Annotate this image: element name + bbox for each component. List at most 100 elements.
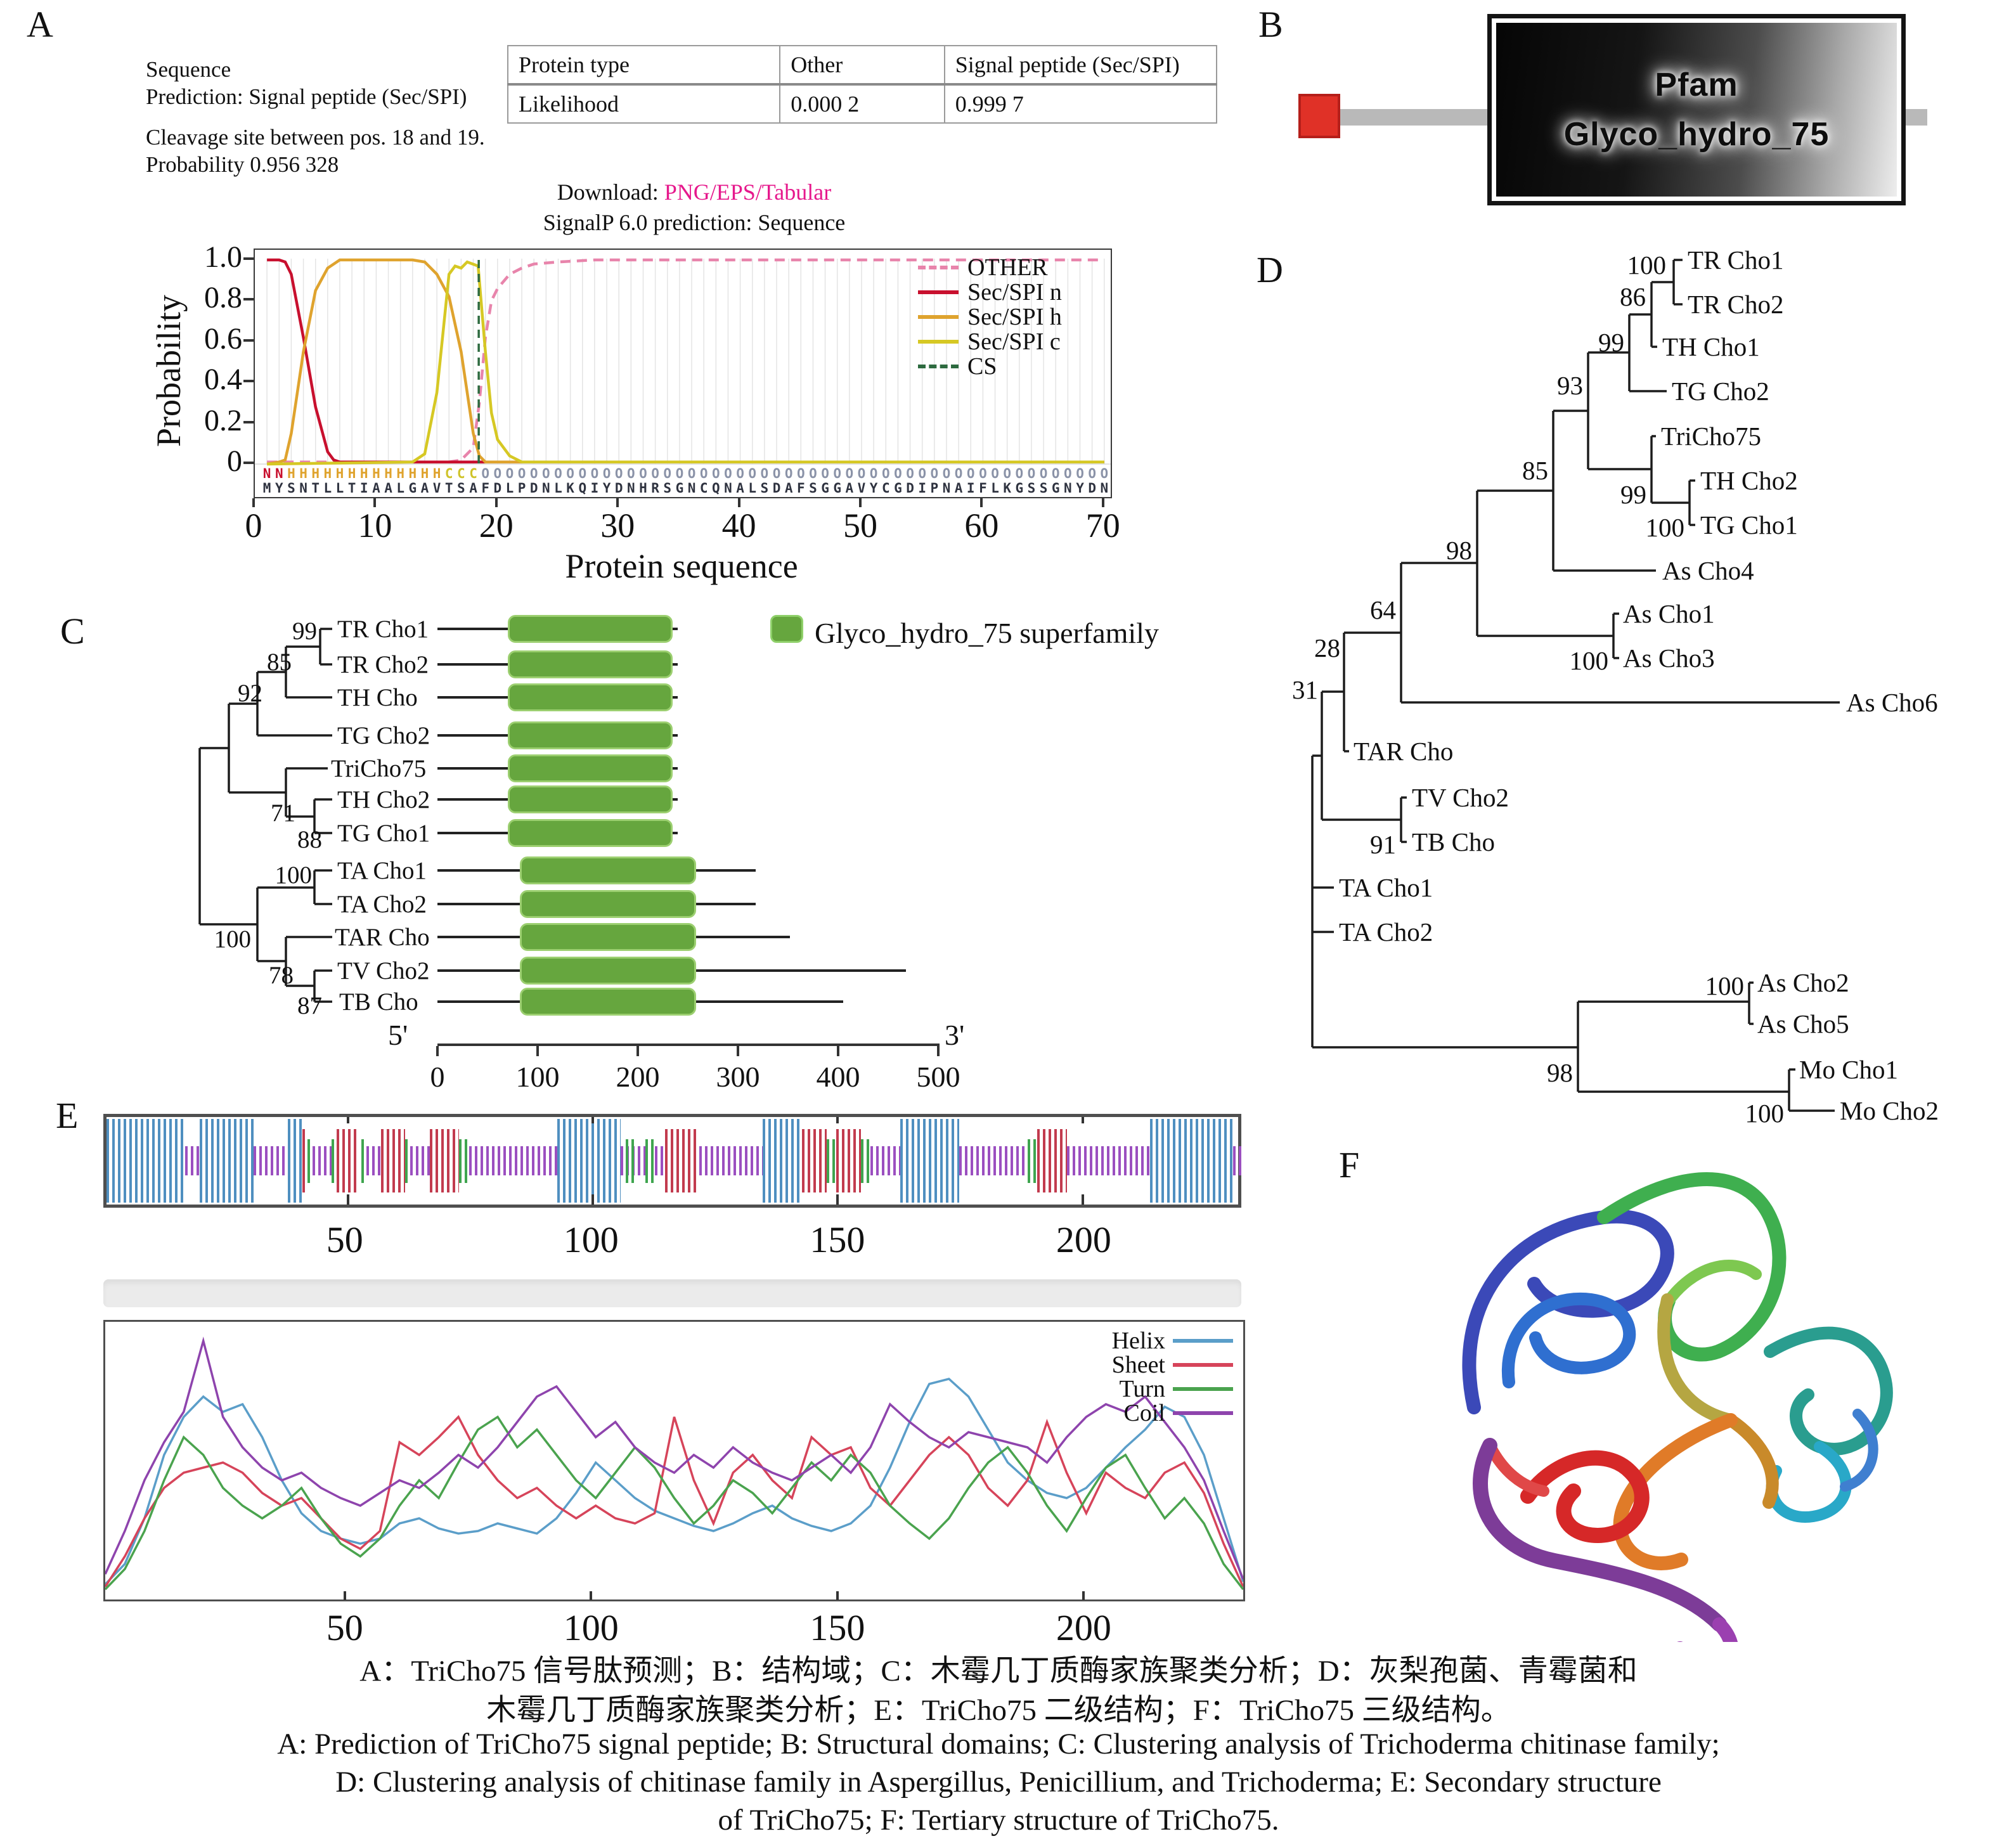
coil-segment: [410, 1146, 430, 1176]
e-plot-tick: 100: [563, 1607, 619, 1648]
d-taxon: Mo Cho1: [1799, 1055, 1898, 1084]
svg-text:O: O: [506, 466, 514, 481]
svg-text:O: O: [858, 466, 866, 481]
a-x-tick: 20: [479, 507, 514, 545]
c-axis-tick: 100: [515, 1061, 560, 1093]
a-legend-swatch: [918, 339, 959, 344]
svg-text:S: S: [1040, 481, 1048, 496]
a-x-tickmark: [859, 498, 862, 507]
svg-text:Y: Y: [603, 481, 611, 496]
svg-text:L: L: [554, 481, 562, 496]
svg-text:O: O: [566, 466, 574, 481]
e-legend-label: Helix: [1111, 1328, 1165, 1354]
svg-text:O: O: [846, 466, 854, 481]
svg-text:H: H: [336, 466, 344, 481]
d-bootstrap: 98: [1547, 1058, 1573, 1087]
d-bootstrap: 93: [1557, 371, 1583, 400]
turn-segment: [826, 1139, 837, 1183]
a-x-tick: 10: [358, 507, 392, 545]
series-Sec/SPI c: [267, 260, 1104, 466]
svg-text:O: O: [955, 466, 963, 481]
coil-segment: [312, 1146, 332, 1176]
svg-text:O: O: [748, 466, 756, 481]
helix-segment: [199, 1118, 254, 1203]
sheet-segment: [380, 1129, 406, 1192]
svg-text:O: O: [712, 466, 720, 481]
svg-text:V: V: [433, 481, 441, 496]
c-bootstrap: 78: [269, 962, 294, 989]
c-axis-tickmark: [637, 1046, 639, 1056]
panel-e-label: E: [56, 1095, 79, 1136]
table-header-signal-peptide: Signal peptide (Sec/SPI): [943, 45, 1218, 86]
svg-text:O: O: [1015, 466, 1023, 481]
e-plot-legend: Helix Sheet Turn Coil: [1043, 1328, 1233, 1426]
series-Coil: [104, 1336, 1244, 1580]
d-bootstrap: 86: [1620, 282, 1646, 311]
svg-text:O: O: [870, 466, 878, 481]
c-domain-box: [519, 856, 696, 884]
svg-text:N: N: [1064, 481, 1072, 496]
svg-text:S: S: [761, 481, 769, 496]
svg-text:O: O: [481, 466, 489, 481]
coil-segment: [959, 1146, 1028, 1176]
c-bootstrap: 71: [271, 799, 295, 827]
download-links[interactable]: PNG/EPS/Tabular: [664, 179, 832, 205]
c-taxon: TH Cho: [337, 684, 418, 711]
svg-text:P: P: [931, 481, 939, 496]
e-legend-swatch: [1173, 1363, 1233, 1367]
turn-segment: [1027, 1139, 1038, 1183]
svg-text:O: O: [809, 466, 817, 481]
svg-text:C: C: [445, 466, 453, 481]
c-sequence-line: [437, 1000, 843, 1003]
svg-text:O: O: [554, 466, 562, 481]
a-y-tickmark: [243, 462, 254, 464]
svg-text:A: A: [955, 481, 963, 496]
a-legend-label: CS: [967, 352, 997, 380]
c-taxon: TriCho75: [331, 755, 426, 782]
svg-text:O: O: [700, 466, 708, 481]
panel-f-label: F: [1339, 1144, 1360, 1186]
svg-text:O: O: [688, 466, 696, 481]
d-taxon: TB Cho: [1412, 827, 1495, 856]
svg-text:O: O: [578, 466, 586, 481]
a-y-tick: 0.6: [204, 321, 242, 356]
c-scale-line: [437, 1044, 940, 1046]
svg-text:Y: Y: [1076, 481, 1084, 496]
svg-text:G: G: [1052, 481, 1060, 496]
secondary-structure-curves: [104, 1336, 1244, 1591]
series-Sheet: [104, 1415, 1244, 1587]
svg-text:D: D: [493, 481, 501, 496]
c-domain-box: [519, 923, 696, 951]
svg-text:O: O: [991, 466, 999, 481]
a-y-tickmark: [243, 380, 254, 383]
svg-text:O: O: [651, 466, 659, 481]
d-taxon: As Cho5: [1757, 1009, 1849, 1038]
e-bar-notch: [836, 1194, 839, 1205]
table-header-protein-type: Protein type: [507, 45, 781, 86]
e-legend-item: Turn: [1043, 1376, 1233, 1402]
cleavage-summary: Cleavage site between pos. 18 and 19. Pr…: [146, 124, 485, 178]
svg-text:I: I: [918, 481, 926, 496]
helix-segment: [763, 1118, 803, 1203]
svg-text:T: T: [445, 481, 453, 496]
secondary-structure-plot: [103, 1320, 1245, 1601]
svg-text:Y: Y: [275, 481, 283, 496]
c-domain-box: [507, 819, 673, 847]
turn-segment: [459, 1139, 469, 1183]
svg-text:C: C: [469, 466, 477, 481]
pfam-label: Pfam: [1655, 67, 1738, 103]
coil-segment: [1066, 1146, 1150, 1176]
a-legend-swatch: [918, 290, 959, 294]
svg-text:O: O: [663, 466, 671, 481]
sheet-segment: [836, 1129, 861, 1192]
a-legend-label: Sec/SPI h: [967, 303, 1062, 330]
sheet-segment: [302, 1129, 307, 1192]
domain-legend-label: Glyco_hydro_75 superfamily: [815, 617, 1159, 649]
d-bootstrap: 99: [1620, 480, 1646, 509]
c-sequence-line: [437, 628, 678, 630]
a-legend-label: Sec/SPI n: [967, 278, 1062, 306]
e-bar-notch: [591, 1194, 594, 1205]
e-bar-notch: [346, 1194, 349, 1205]
d-taxon: As Cho4: [1662, 556, 1754, 585]
d-bootstrap: 99: [1598, 328, 1624, 357]
